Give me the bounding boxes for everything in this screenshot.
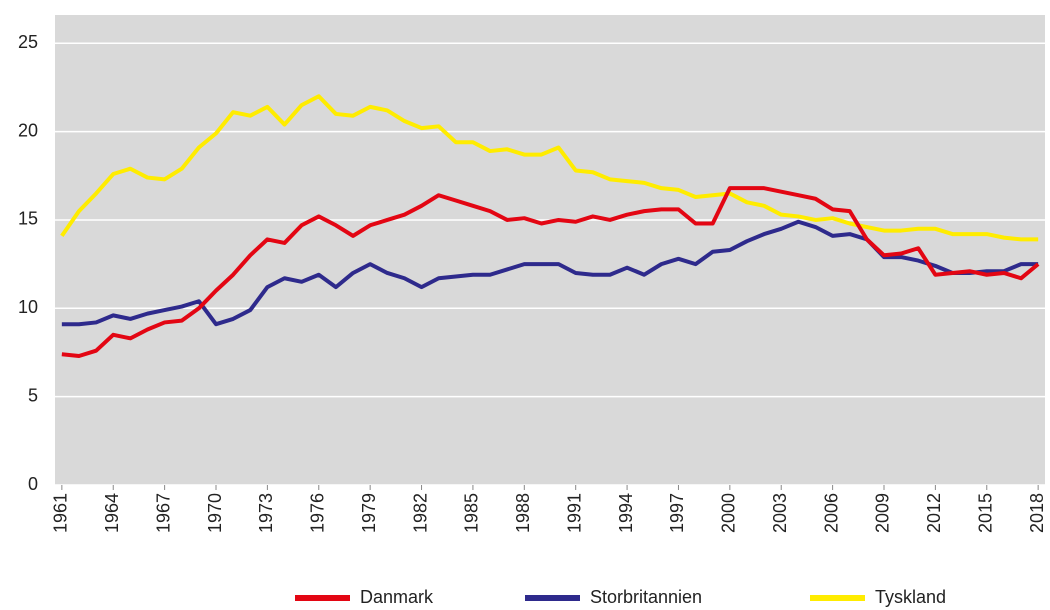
- x-tick-label: 2003: [770, 493, 790, 533]
- x-tick-label: 2018: [1027, 493, 1047, 533]
- x-tick-label: 1982: [410, 493, 430, 533]
- x-tick-label: 1994: [616, 493, 636, 533]
- x-tick-label: 1970: [205, 493, 225, 533]
- x-tick-label: 2009: [873, 493, 893, 533]
- x-tick-label: 1976: [308, 493, 328, 533]
- x-tick-label: 1988: [513, 493, 533, 533]
- x-tick-label: 2012: [924, 493, 944, 533]
- legend-label: Danmark: [360, 587, 434, 607]
- y-tick-label: 10: [18, 297, 38, 317]
- plot-area: [55, 15, 1045, 485]
- series-line: [61, 186, 1040, 359]
- x-tick-label: 2000: [719, 493, 739, 533]
- x-tick-label: 1979: [359, 493, 379, 533]
- x-tick-label: 1991: [564, 493, 584, 533]
- y-tick-label: 15: [18, 209, 38, 229]
- y-tick-label: 25: [18, 32, 38, 52]
- series-line: [60, 94, 1039, 242]
- x-tick-label: 2015: [976, 493, 996, 533]
- x-tick-label: 1985: [462, 493, 482, 533]
- legend-label: Storbritannien: [590, 587, 702, 607]
- x-tick-label: 1964: [102, 493, 122, 533]
- x-tick-label: 1997: [667, 493, 687, 533]
- x-tick-label: 1973: [256, 493, 276, 533]
- x-tick-label: 1961: [51, 493, 71, 533]
- legend-label: Tyskland: [875, 587, 946, 607]
- y-tick-label: 5: [28, 385, 38, 405]
- y-tick-label: 20: [18, 120, 38, 140]
- x-tick-label: 2006: [821, 493, 841, 533]
- y-tick-label: 0: [28, 474, 38, 494]
- x-tick-label: 1967: [153, 493, 173, 533]
